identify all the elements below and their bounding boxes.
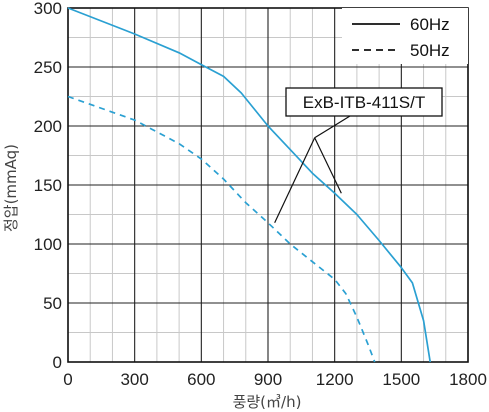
x-tick-label: 600 [187, 370, 215, 389]
x-tick-label: 1200 [316, 370, 354, 389]
y-tick-label: 200 [34, 117, 62, 136]
x-tick-label: 0 [63, 370, 72, 389]
legend: 60Hz 50Hz [342, 8, 468, 64]
annotation-leader [314, 115, 351, 139]
annotation-pointer-60hz [314, 137, 342, 194]
annotation-box [285, 87, 443, 117]
series-line-60hz [67, 7, 432, 363]
x-tick-label: 1800 [449, 370, 487, 389]
annotation-label: ExB-ITB-411S/T [303, 93, 426, 112]
series-layer [67, 7, 432, 363]
legend-label-60hz: 60Hz [410, 15, 450, 34]
x-tick-label: 1500 [382, 370, 420, 389]
legend-box [342, 8, 468, 64]
y-axis-label: 정압(mmAq) [2, 144, 20, 232]
tick-labels: 0 300 600 900 1200 1500 1800 0 50 100 150 200 250 300 [34, 0, 487, 389]
annotation-pointer-50hz [274, 137, 316, 224]
x-tick-label: 300 [120, 370, 148, 389]
legend-label-50hz: 50Hz [410, 41, 450, 60]
series-line-50hz [67, 95, 376, 363]
y-tick-label: 0 [53, 353, 62, 372]
plot-frame [67, 7, 469, 363]
y-tick-label: 150 [34, 176, 62, 195]
x-axis-label: 풍량(㎥/h) [233, 393, 302, 411]
x-tick-label: 900 [254, 370, 282, 389]
model-annotation: ExB-ITB-411S/T [274, 87, 443, 224]
y-tick-label: 50 [43, 294, 62, 313]
y-tick-label: 250 [34, 58, 62, 77]
y-tick-label: 100 [34, 235, 62, 254]
y-tick-label: 300 [34, 0, 62, 18]
